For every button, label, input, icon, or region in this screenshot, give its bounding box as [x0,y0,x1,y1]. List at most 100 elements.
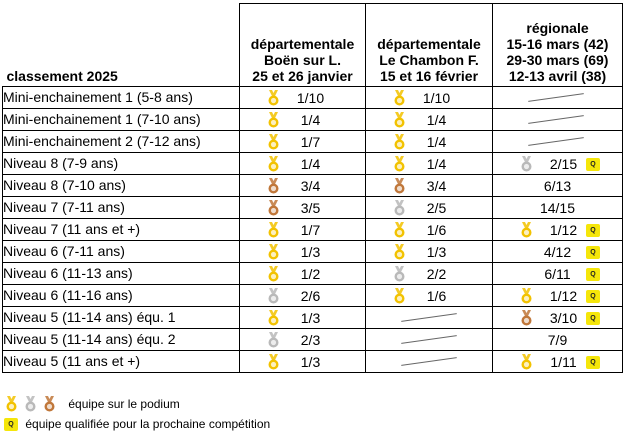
silver-medal-icon [519,155,534,172]
not-applicable-line [401,312,457,322]
result-cell: 2/6 [239,283,366,307]
silver-medal-icon [392,265,407,282]
result-cell [365,349,493,373]
table-row: Niveau 7 (7-11 ans) 3/5 2/5 14/15 [2,195,623,219]
gold-medal-icon [266,111,281,128]
rank-value: 1/4 [426,111,447,128]
competition-header-2: départementale Le Chambon F. 15 et 16 févr… [365,3,493,87]
rank-value: 2/3 [300,331,321,348]
silver-medal-icon [392,199,407,216]
competition-header-line: départementale [377,35,481,52]
result-cell: 3/5 [239,195,366,219]
rank-value: 3/4 [300,177,321,194]
results-body: Mini-enchainement 1 (5-8 ans) 1/10 1/10 Min… [2,85,623,373]
category-label: Niveau 6 (7-11 ans) [2,239,240,263]
table-row: Niveau 6 (11-13 ans) 1/2 2/2 6/11 Q [2,261,623,285]
not-applicable-line [528,92,584,102]
rank-value: 1/3 [300,353,321,370]
silver-medal-icon [23,396,40,412]
table-row: Niveau 6 (7-11 ans) 1/3 1/3 4/12 Q [2,239,623,263]
result-cell: 4/12 Q [492,239,623,263]
rank-value: 2/5 [426,199,447,216]
result-cell [492,85,623,109]
category-label: Niveau 5 (11 ans et +) [2,349,240,373]
category-label: Mini-enchainement 2 (7-12 ans) [2,129,240,153]
not-applicable-line [401,356,457,366]
competition-header-line: départementale [250,35,355,52]
result-cell: 1/3 [239,239,366,263]
rank-value: 6/11 [544,265,571,282]
result-cell: 1/3 [365,239,493,263]
rank-value: 1/7 [300,133,321,150]
bronze-medal-icon [42,396,59,412]
competition-header-line: Le Chambon F. [379,51,479,68]
gold-medal-icon [266,89,281,106]
result-cell: 1/12 Q [492,283,623,307]
rank-value: 1/12 [549,221,578,238]
bronze-medal-icon [266,199,281,216]
rank-value: 1/6 [426,221,447,238]
result-cell: 2/3 [239,327,366,351]
rank-value: 4/12 [543,243,572,260]
qualified-badge-icon: Q [586,311,600,325]
gold-medal-icon [519,287,534,304]
result-cell: 1/11 Q [492,349,623,373]
result-cell: 1/4 [239,151,366,175]
gold-medal-icon [266,243,281,260]
rank-value: 1/7 [300,221,321,238]
table-row: Niveau 8 (7-10 ans) 3/4 3/4 6/13 [2,173,623,197]
competition-header-line: 12-13 avril (38) [508,67,607,84]
result-cell: 1/10 [365,85,493,109]
gold-medal-icon [266,265,281,282]
result-cell [492,107,623,131]
result-cell: 2/15 Q [492,151,623,175]
rank-value: 1/4 [426,155,447,172]
rank-value: 2/6 [300,287,321,304]
category-label: Niveau 7 (7-11 ans) [2,195,240,219]
legend-qualified: Q équipe qualifiée pour la prochaine com… [4,416,270,431]
result-cell: 1/2 [239,261,366,285]
result-cell: 1/4 [239,107,366,131]
rank-value: 3/4 [426,177,447,194]
rank-value: 3/5 [300,199,321,216]
legend-podium-text: équipe sur le podium [68,397,180,411]
rank-value: 1/4 [300,155,321,172]
rank-value: 1/10 [296,89,325,106]
competition-header-3: régionale 15-16 mars (42) 29-30 mars (69) 1… [492,3,623,87]
rank-value: 1/4 [426,133,447,150]
qualified-badge-icon: Q [586,245,600,259]
qualified-badge-icon: Q [586,223,600,237]
result-cell: 3/4 [239,173,366,197]
category-label: Niveau 8 (7-9 ans) [2,151,240,175]
qualified-badge-icon: Q [4,417,18,431]
table-row: Niveau 8 (7-9 ans) 1/4 1/4 2/15 Q [2,151,623,175]
result-cell [365,305,493,329]
rank-value: 1/10 [422,89,451,106]
result-cell: 14/15 [492,195,623,219]
category-label: Mini-enchainement 1 (7-10 ans) [2,107,240,131]
result-cell: 6/13 [492,173,623,197]
gold-medal-icon [266,221,281,238]
competition-header-line: 15 et 16 février [379,67,479,84]
result-cell: 1/7 [239,129,366,153]
result-cell: 2/2 [365,261,493,285]
rank-value: 14/15 [539,199,576,216]
category-label: Niveau 6 (11-16 ans) [2,283,240,307]
result-cell: 7/9 [492,327,623,351]
gold-medal-icon [519,353,534,370]
gold-medal-icon [4,396,21,412]
gold-medal-icon [519,221,534,238]
not-applicable-line [528,114,584,124]
result-cell: 1/4 [365,129,493,153]
result-cell [492,129,623,153]
table-row: Niveau 6 (11-16 ans) 2/6 1/6 1/12 Q [2,283,623,307]
gold-medal-icon [266,353,281,370]
rank-value: 3/10 [549,309,578,326]
gold-medal-icon [266,133,281,150]
result-cell: 1/4 [365,107,493,131]
bronze-medal-icon [392,177,407,194]
rank-value: 1/11 [550,353,577,370]
competition-header-line: Boën sur L. [263,51,341,68]
rank-value: 1/2 [300,265,321,282]
rank-value: 2/15 [549,155,578,172]
